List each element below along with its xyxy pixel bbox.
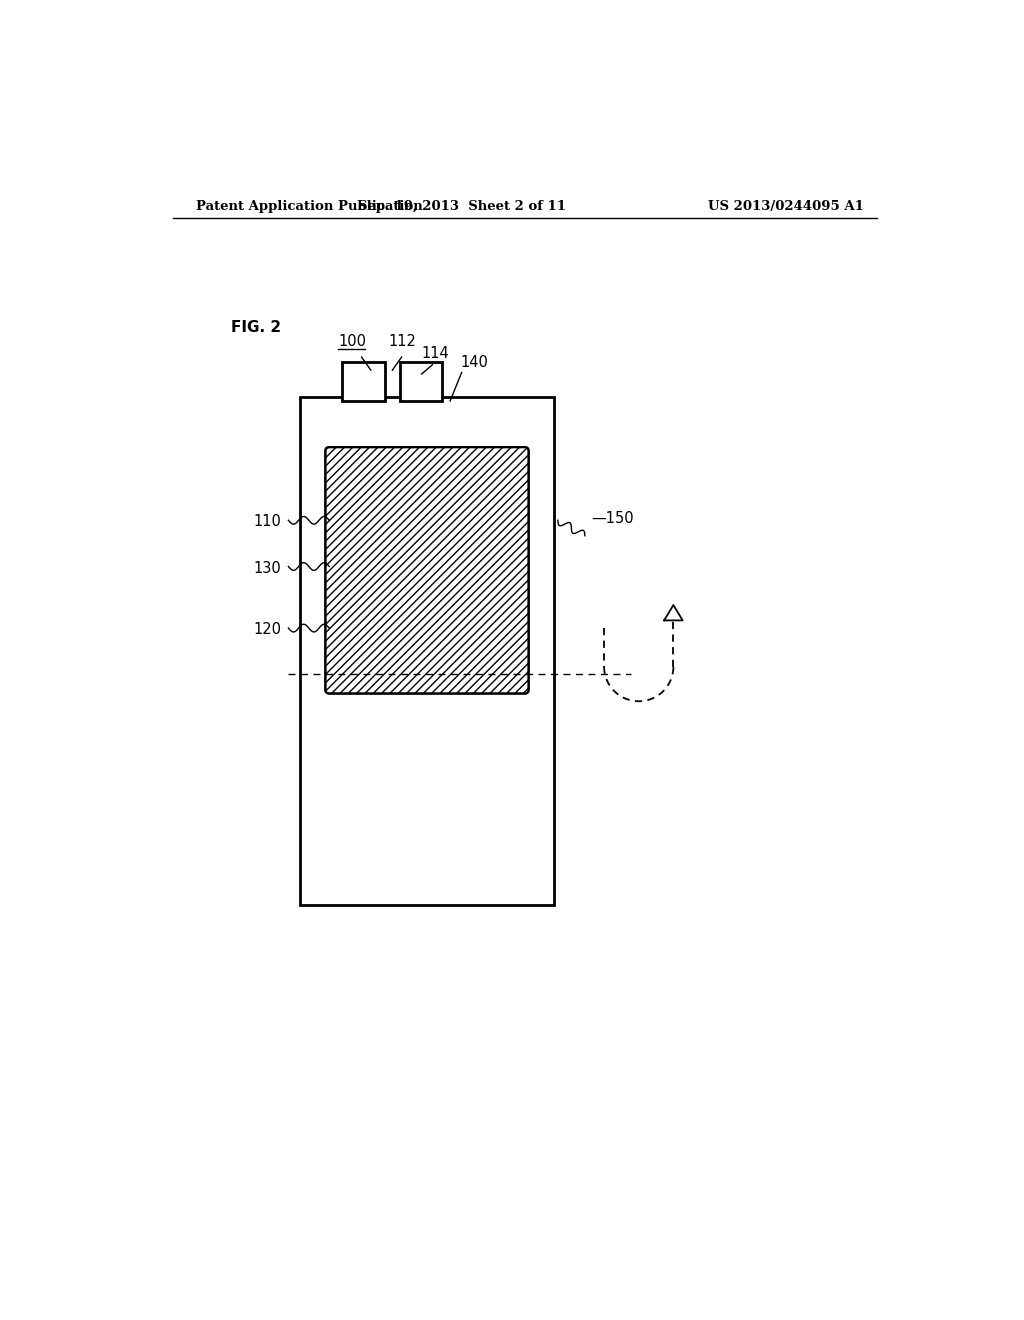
Text: 140: 140: [460, 355, 488, 370]
Text: FIG. 2: FIG. 2: [230, 321, 281, 335]
Bar: [400, 363, 442, 401]
Text: 100: 100: [339, 334, 367, 350]
Bar: [300, 397, 554, 906]
Text: 110: 110: [254, 515, 282, 529]
Text: —150: —150: [591, 511, 634, 527]
Text: US 2013/0244095 A1: US 2013/0244095 A1: [708, 199, 864, 213]
Text: 130: 130: [254, 561, 282, 576]
Text: Patent Application Publication: Patent Application Publication: [196, 199, 423, 213]
FancyBboxPatch shape: [326, 447, 528, 693]
Bar: [342, 363, 385, 401]
Text: 114: 114: [422, 346, 450, 360]
Text: 112: 112: [388, 334, 417, 350]
Text: Sep. 19, 2013  Sheet 2 of 11: Sep. 19, 2013 Sheet 2 of 11: [357, 199, 565, 213]
Text: 120: 120: [254, 622, 282, 638]
